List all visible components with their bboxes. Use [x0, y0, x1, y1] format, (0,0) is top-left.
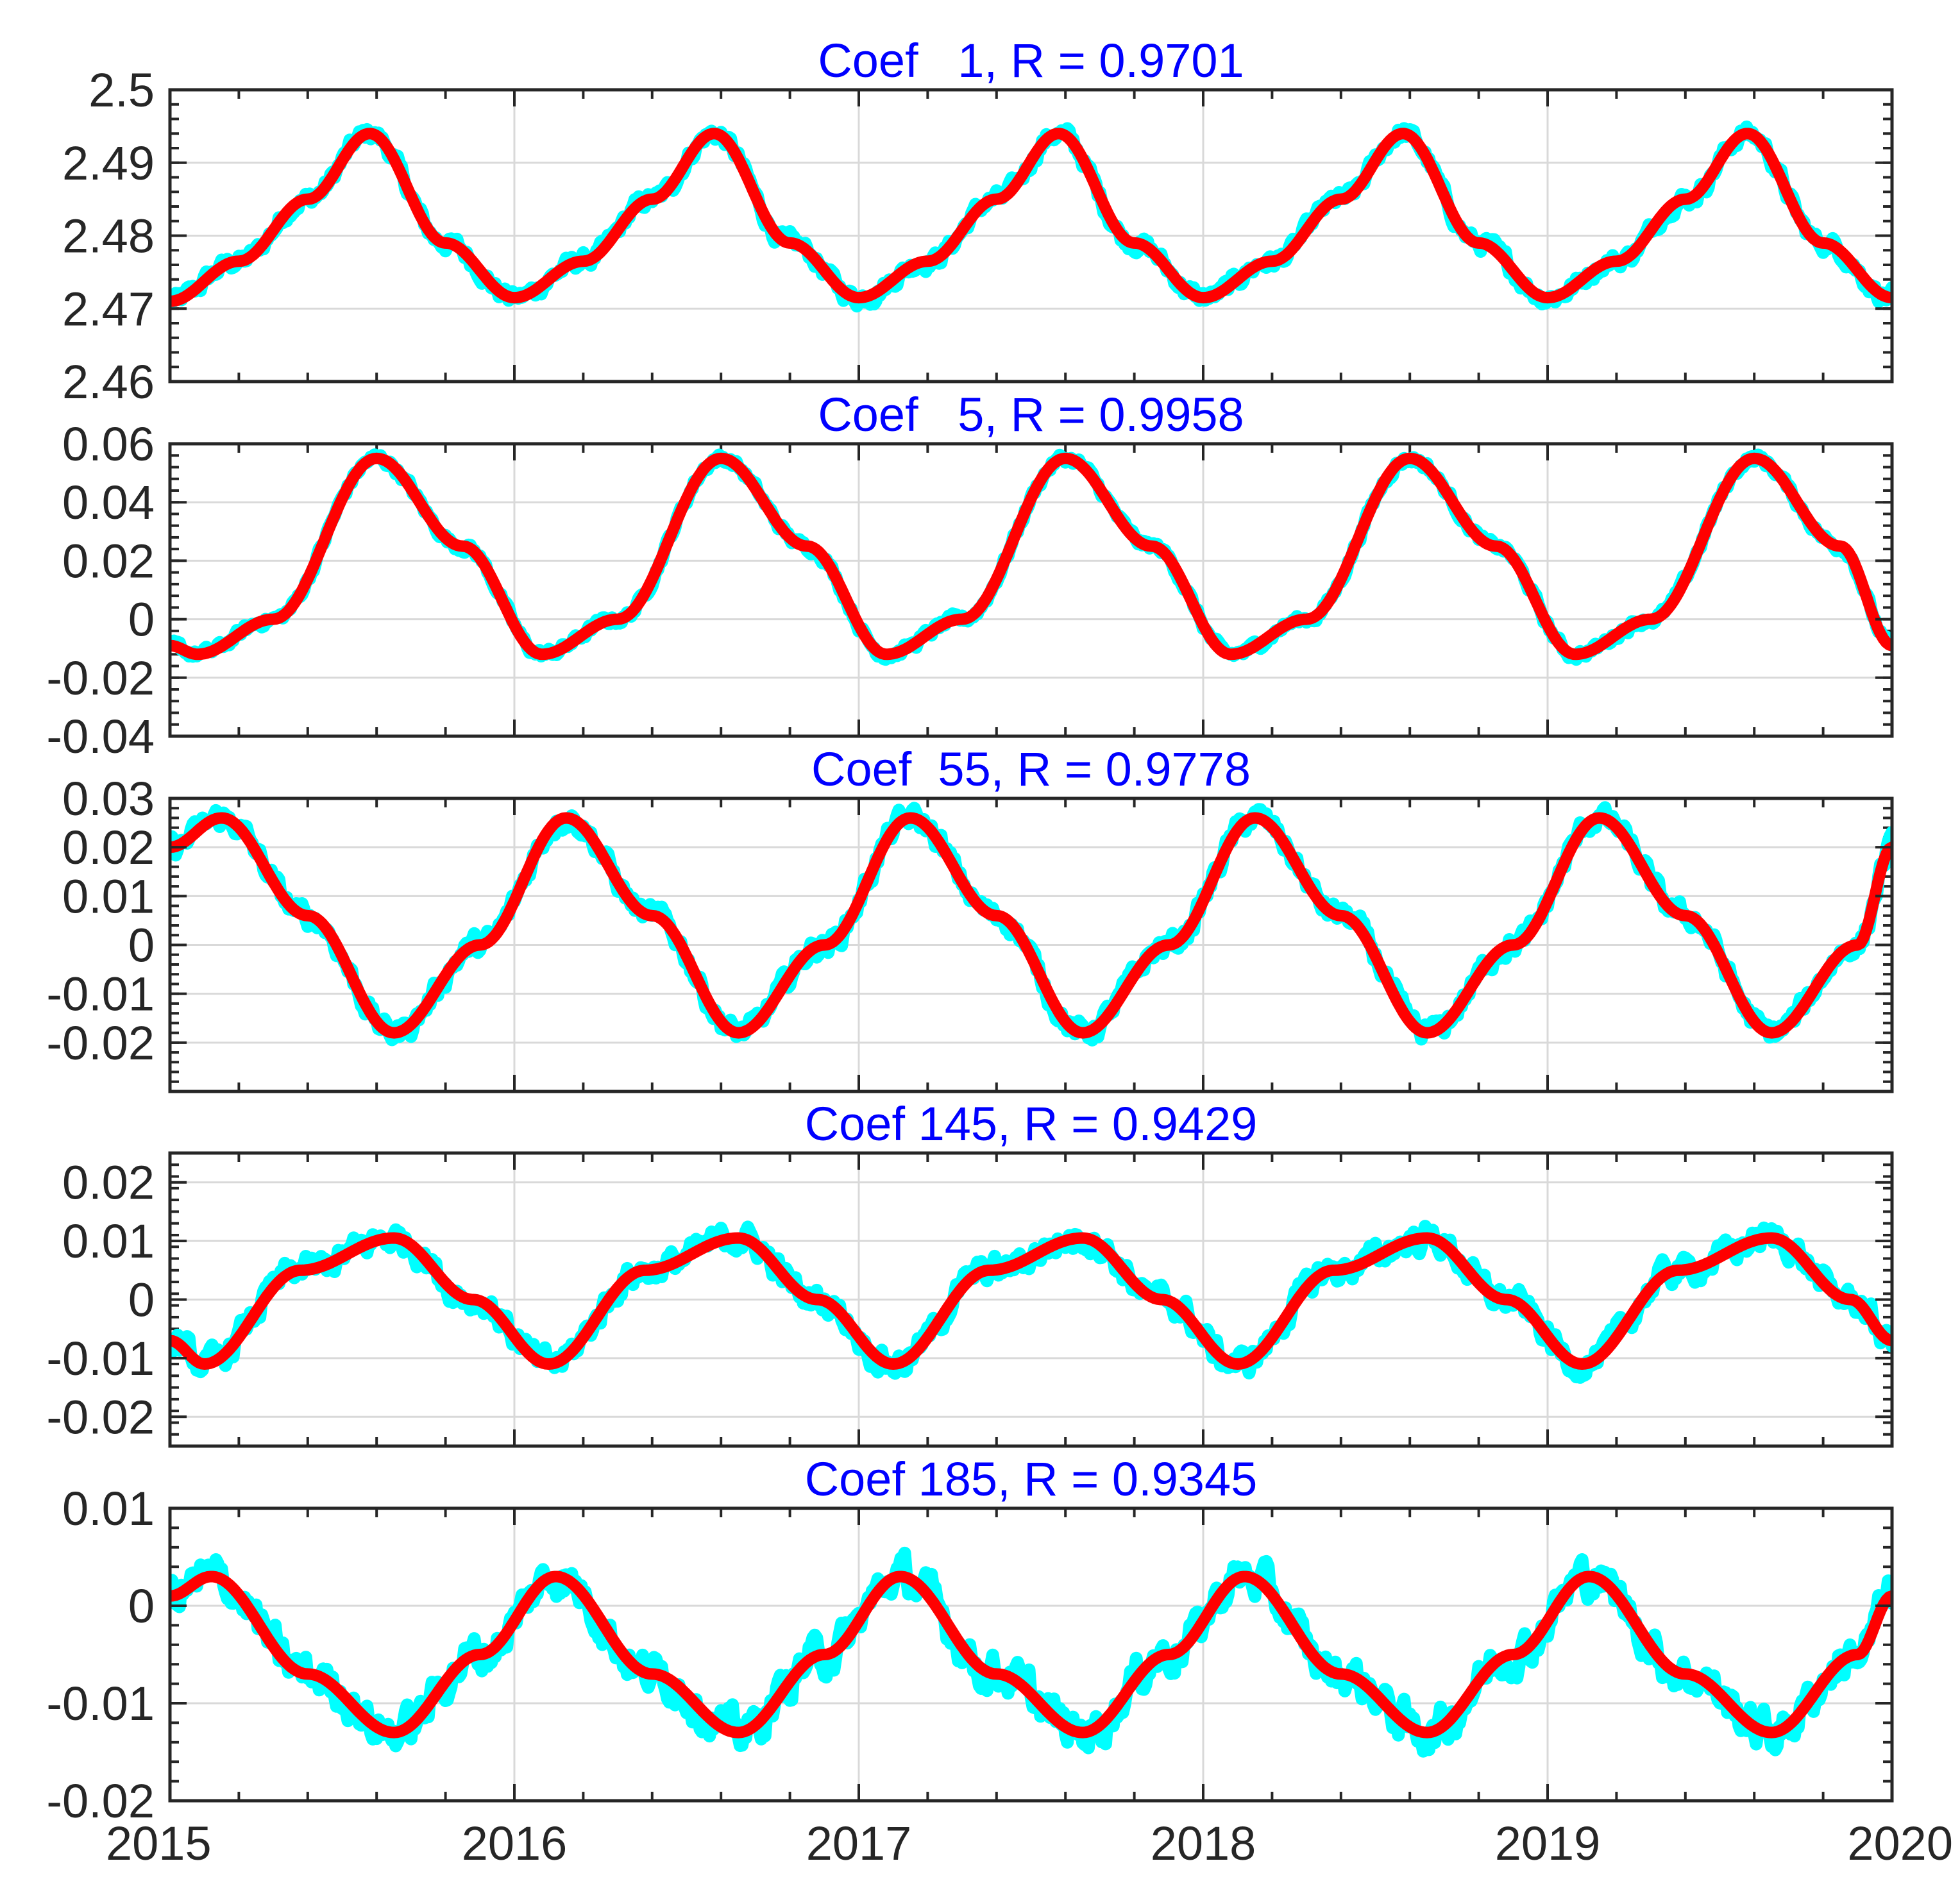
panel-title: Coef 5, R = 0.9958 [818, 388, 1244, 441]
y-tick-label: -0.01 [46, 968, 155, 1021]
x-tick-label: 2020 [1847, 1817, 1953, 1870]
x-tick-label: 2015 [106, 1817, 212, 1870]
x-tick-label: 2018 [1151, 1817, 1256, 1870]
y-tick-label: -0.01 [46, 1677, 155, 1730]
axes-frame [168, 1506, 1894, 1803]
x-tick-label: 2019 [1495, 1817, 1601, 1870]
fit-series-line [170, 812, 1892, 1039]
x-tick-label: 2017 [806, 1817, 912, 1870]
y-tick-label: 0.02 [62, 534, 155, 587]
y-tick-label: 0 [128, 1579, 155, 1633]
panel-2: -0.04-0.02 0 0.020.040.06 Coef 5, R = 0.995… [46, 388, 1894, 763]
y-tick-label: 0.03 [62, 772, 155, 825]
y-tick-label: -0.02 [46, 652, 155, 705]
y-tick-label: -0.01 [46, 1332, 155, 1385]
y-tick-label: 2.47 [62, 282, 155, 335]
panel-title: Coef 55, R = 0.9778 [811, 743, 1251, 796]
panel-title: Coef 1, R = 0.9701 [818, 34, 1244, 87]
y-tick-label: 0.01 [62, 1215, 155, 1268]
y-tick-label: 0.04 [62, 476, 155, 529]
y-tick-label: 0.02 [62, 821, 155, 874]
observed-series-line [170, 1546, 1892, 1758]
y-tick-label: 0 [128, 1274, 155, 1327]
y-tick-label: 0.01 [62, 1482, 155, 1535]
panel-title: Coef 185, R = 0.9345 [805, 1453, 1258, 1506]
fit-series-line [170, 452, 1892, 661]
axes-frame [168, 88, 1894, 383]
y-tick-label: -0.02 [46, 1390, 155, 1444]
y-tick-label: 2.49 [62, 137, 155, 190]
y-tick-label: 2.5 [89, 63, 155, 117]
y-tick-label: -0.02 [46, 1774, 155, 1828]
y-tick-label: 0 [128, 593, 155, 646]
axes-frame [168, 1151, 1894, 1448]
y-tick-label: 0.02 [62, 1156, 155, 1209]
x-tick-label: 2016 [462, 1817, 568, 1870]
y-tick-label: -0.02 [46, 1016, 155, 1070]
fit-series-line [170, 1571, 1892, 1739]
panel-4: -0.02-0.010 0.01 0.02 Coef 145, R = 0.9429 [46, 1097, 1894, 1448]
axes-frame [168, 796, 1894, 1093]
panel-title: Coef 145, R = 0.9429 [805, 1097, 1258, 1150]
fit-series-line [170, 1232, 1892, 1370]
axes-frame [168, 442, 1894, 738]
y-tick-label: 0 [128, 919, 155, 972]
y-tick-label: 0.01 [62, 870, 155, 923]
fit-series-line [170, 128, 1892, 307]
y-tick-label: -0.04 [46, 710, 155, 763]
y-tick-label: 2.46 [62, 355, 155, 408]
panel-5: -0.02 -0.01 0 0.01 2015 2016 2017 2018 2019 2020 C… [46, 1453, 1953, 1870]
y-tick-label: 2.48 [62, 210, 155, 263]
y-tick-label: 0.06 [62, 417, 155, 471]
panel-1: 2.46 2.47 2.48 2.49 2.5 Coef 1, R = 0.9701 [62, 34, 1894, 408]
